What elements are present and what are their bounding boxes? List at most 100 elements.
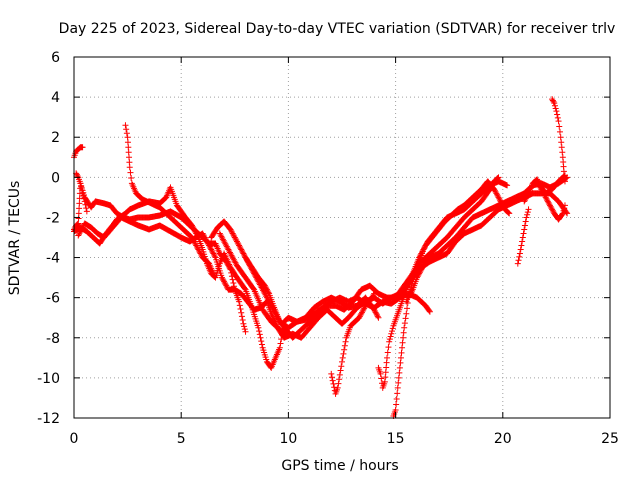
data-point	[74, 221, 81, 228]
data-point	[237, 306, 244, 313]
data-point	[75, 215, 82, 222]
data-point	[223, 282, 230, 289]
data-point	[411, 273, 418, 280]
data-point	[221, 278, 228, 285]
data-point	[83, 205, 90, 212]
data-point	[395, 374, 402, 381]
data-point	[190, 225, 197, 232]
y-tick-label: -10	[37, 371, 60, 387]
data-point	[393, 395, 400, 402]
data-point	[202, 235, 209, 242]
data-point	[426, 307, 433, 314]
plot-frame	[73, 56, 611, 419]
data-point	[551, 100, 558, 107]
data-point	[375, 314, 382, 321]
data-point	[546, 201, 553, 208]
data-point	[79, 190, 86, 197]
data-point	[535, 179, 542, 186]
data-point	[551, 102, 558, 109]
data-point	[208, 246, 215, 253]
data-point	[266, 298, 273, 305]
data-point	[524, 211, 531, 218]
data-point	[230, 279, 237, 286]
data-point	[197, 250, 204, 257]
data-point	[520, 230, 527, 237]
series-track-17	[521, 172, 568, 205]
y-tick-label: -12	[37, 411, 60, 427]
data-point	[389, 328, 396, 335]
data-point	[211, 251, 218, 258]
data-point	[338, 363, 345, 370]
data-point	[126, 154, 133, 161]
data-point	[336, 376, 343, 383]
x-tick-label: 20	[494, 431, 512, 447]
data-point	[122, 122, 129, 129]
data-point	[341, 342, 348, 349]
data-point	[276, 344, 283, 351]
data-point	[236, 243, 243, 250]
data-point	[192, 241, 199, 248]
data-point	[76, 231, 83, 238]
data-point	[248, 265, 255, 272]
data-point	[199, 230, 206, 237]
data-point	[394, 390, 401, 397]
data-point	[241, 285, 248, 292]
data-point	[384, 349, 391, 356]
data-point	[79, 224, 86, 231]
data-point	[191, 227, 198, 234]
data-point	[393, 401, 400, 408]
data-point	[75, 220, 82, 227]
data-point	[271, 308, 278, 315]
data-point	[409, 281, 416, 288]
y-tick-label: 6	[51, 50, 60, 66]
data-point	[404, 300, 411, 307]
data-point	[549, 207, 556, 214]
data-point	[360, 306, 367, 313]
data-point	[385, 344, 392, 351]
data-point	[522, 218, 529, 225]
data-point	[231, 234, 238, 241]
data-point	[561, 172, 568, 179]
data-point	[76, 229, 83, 236]
data-point	[339, 354, 346, 361]
data-point	[374, 313, 381, 320]
data-point	[128, 175, 135, 182]
series-track-13	[403, 178, 511, 305]
data-point	[342, 338, 349, 345]
data-point	[221, 279, 228, 286]
data-point	[504, 209, 511, 216]
data-point	[358, 310, 365, 317]
data-point	[206, 243, 213, 250]
x-tick-label: 25	[601, 431, 619, 447]
data-point	[269, 305, 276, 312]
series-track-9	[216, 230, 292, 339]
data-point	[524, 191, 531, 198]
data-point	[361, 305, 368, 312]
chart-title: Day 225 of 2023, Sidereal Day-to-day VTE…	[59, 21, 616, 37]
data-point	[401, 320, 408, 327]
data-point	[251, 271, 258, 278]
data-point	[552, 105, 559, 112]
data-point	[203, 238, 210, 245]
data-point	[241, 326, 248, 333]
data-point	[398, 349, 405, 356]
y-tick-label: -6	[46, 291, 60, 307]
data-point	[241, 251, 248, 258]
data-point	[239, 317, 246, 324]
data-point	[378, 375, 385, 382]
data-point	[549, 206, 556, 213]
data-point	[253, 274, 260, 281]
data-point	[237, 245, 244, 252]
data-point	[516, 250, 523, 257]
data-point	[210, 270, 217, 277]
y-tick-label: 0	[51, 170, 60, 186]
data-point	[80, 193, 87, 200]
data-point	[546, 202, 553, 209]
data-point	[193, 243, 200, 250]
data-point	[396, 369, 403, 376]
data-point	[547, 203, 554, 210]
data-point	[555, 118, 562, 125]
x-tick-label: 15	[387, 431, 405, 447]
data-point	[392, 406, 399, 413]
x-tick-label: 0	[70, 431, 79, 447]
